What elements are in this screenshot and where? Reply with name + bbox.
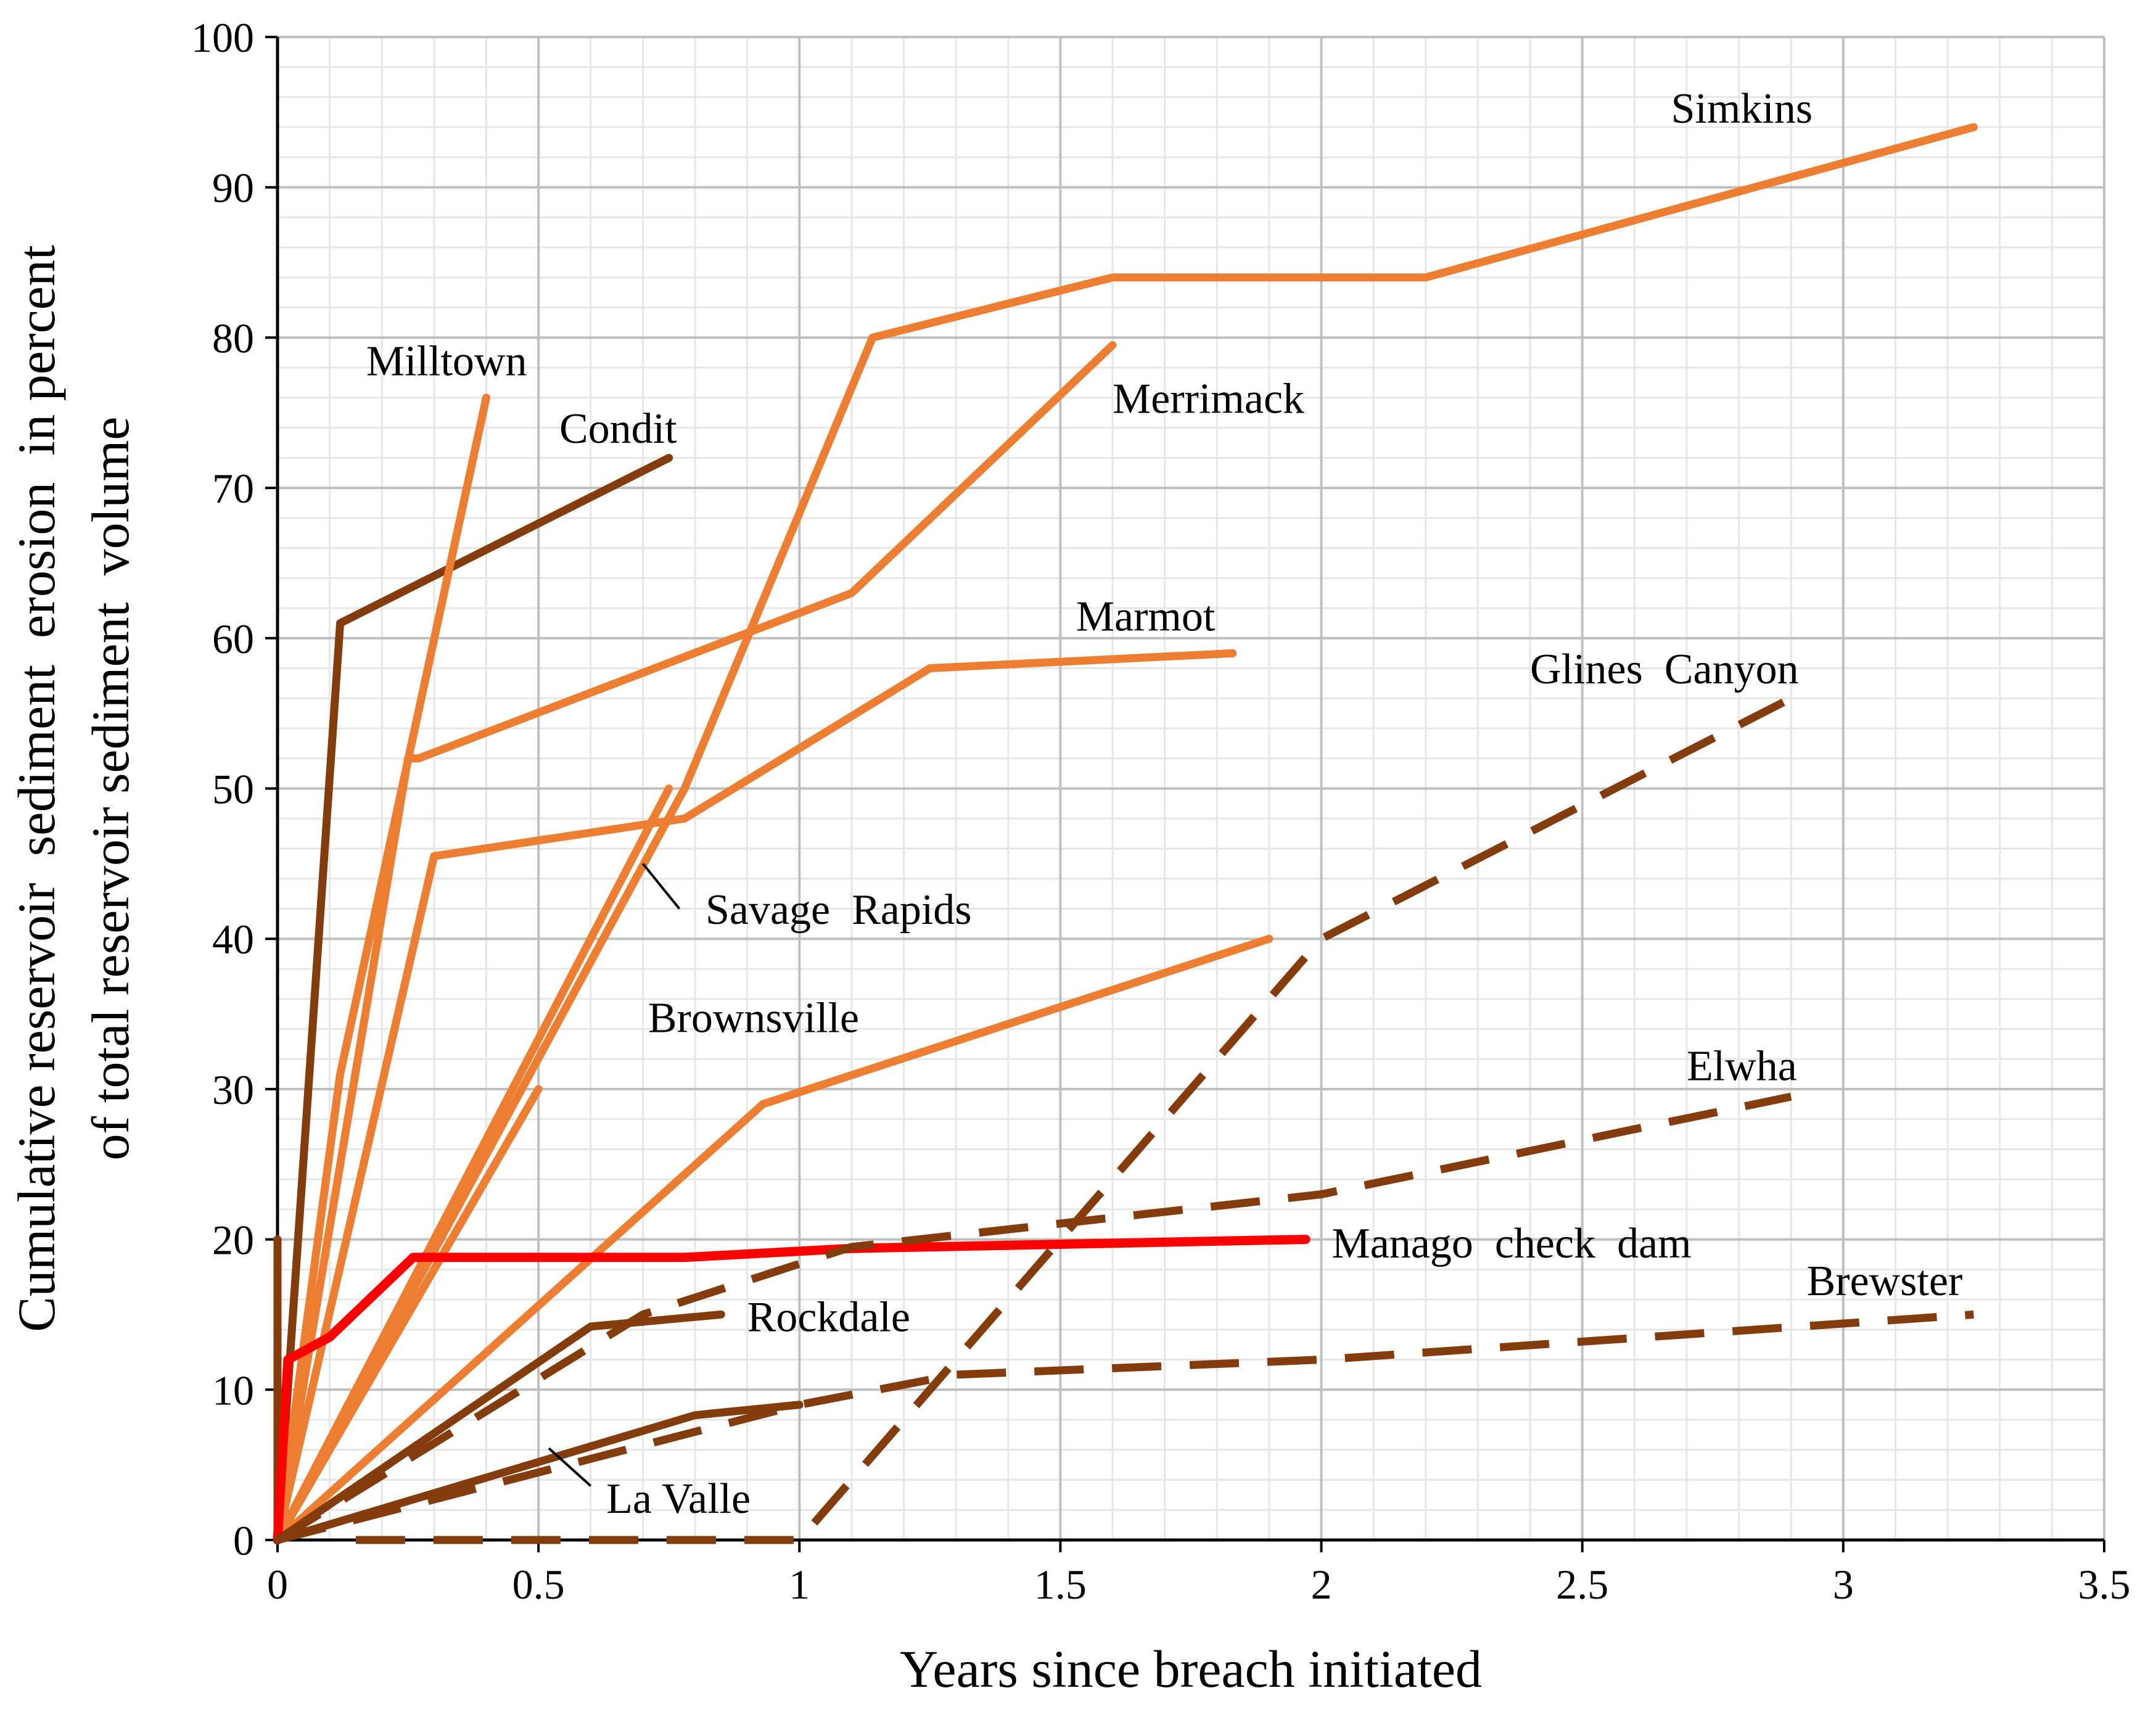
x-tick-label: 3 [1833, 1561, 1854, 1608]
series-label: Manago check dam [1331, 1220, 1691, 1267]
y-axis-title-line-2: of total reservoir sediment volume [81, 416, 140, 1160]
y-tick-label: 70 [212, 465, 254, 512]
y-axis-title-line-1: Cumulative reservoir sediment erosion in… [7, 245, 66, 1332]
series-label: Merrimack [1113, 375, 1304, 422]
series-label: Milltown [366, 337, 527, 385]
series-line-1 [273, 453, 673, 1544]
series-line-8 [273, 1085, 543, 1544]
y-tick-label: 80 [212, 315, 254, 361]
x-tick-label: 0 [267, 1561, 288, 1608]
series-label: Elwha [1687, 1042, 1797, 1090]
series-line-4 [273, 341, 1117, 1544]
series-label: Condit [559, 405, 677, 453]
y-tick-label: 100 [191, 14, 254, 61]
series-label: La Valle [606, 1475, 751, 1523]
series-label: Brewster [1807, 1258, 1963, 1305]
x-tick-label: 1 [789, 1561, 810, 1608]
series-label: Savage Rapids [706, 886, 972, 934]
y-tick-label: 20 [212, 1217, 254, 1264]
series-labels: Milltown Condit Merrimack Simkins Marmot Glin… [366, 85, 1962, 1523]
series-line-7 [273, 784, 673, 1544]
y-tick-label: 10 [212, 1367, 254, 1414]
series-line-5 [273, 649, 1237, 1544]
y-tick-label: 30 [212, 1066, 254, 1113]
x-tick-label: 1.5 [1034, 1561, 1087, 1608]
series-line-14 [276, 1310, 1974, 1544]
y-tick-label: 40 [212, 916, 254, 963]
series-label: Glines Canyon [1530, 646, 1799, 693]
series-line-3 [273, 393, 490, 1544]
y-tick-label: 60 [212, 616, 254, 662]
label-leader-line [641, 863, 681, 910]
series-label: Simkins [1671, 85, 1813, 133]
series-label: Brownsville [648, 994, 859, 1042]
series-line-6 [273, 123, 1978, 1544]
y-tick-label: 90 [212, 165, 254, 212]
tick-labels: 0 0.5 1 1.5 2 2.5 3 3.5 0 10 20 30 40 50 60 70 80 90 100 [191, 14, 2131, 1608]
x-axis-title: Years since breach initiated [900, 1639, 1482, 1698]
x-tick-label: 0.5 [512, 1561, 565, 1608]
series-line-11 [273, 1310, 725, 1544]
y-tick-label: 50 [212, 766, 254, 813]
series-lines [273, 123, 1978, 1545]
series-line-9 [273, 934, 1273, 1544]
series-line-12 [273, 1401, 804, 1544]
series-line-15 [355, 694, 1793, 1544]
series-line-13 [275, 1092, 1792, 1544]
x-tick-label: 3.5 [2078, 1561, 2131, 1608]
series-label: Rockdale [747, 1293, 910, 1341]
label-leader-line [548, 1447, 592, 1487]
y-tick-label: 0 [233, 1517, 254, 1564]
label-leader-lines [548, 863, 681, 1487]
series-label: Marmot [1076, 593, 1216, 641]
x-tick-label: 2.5 [1556, 1561, 1608, 1608]
x-tick-label: 2 [1311, 1561, 1332, 1608]
